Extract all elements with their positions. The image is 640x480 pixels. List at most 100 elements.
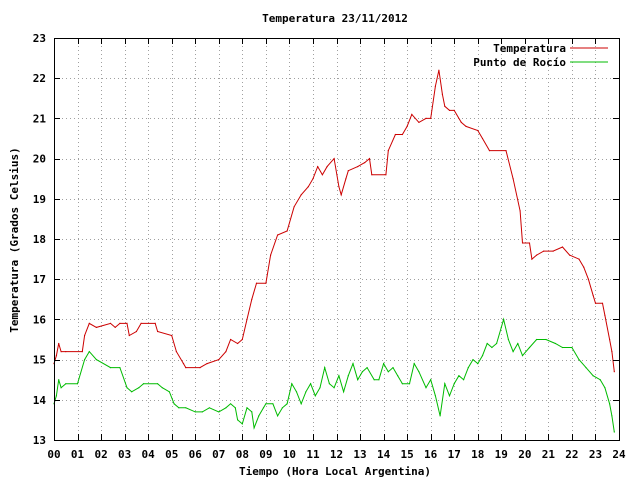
data-point-punto-de-rocio [208,407,210,409]
data-point-temperatura [609,338,611,341]
data-point-temperatura [225,351,227,353]
data-point-temperatura [286,230,288,232]
data-point-punto-de-rocio [463,379,465,381]
data-point-punto-de-rocio [507,338,509,341]
data-point-temperatura [481,137,484,140]
data-point-temperatura [338,186,340,188]
data-point-temperatura [531,258,533,260]
legend: Temperatura Punto de Rocío [473,42,608,69]
data-point-temperatura [65,351,67,353]
data-point-temperatura [604,314,606,316]
x-tick-label: 15 [401,448,414,461]
y-tick-label: 13 [33,434,46,447]
data-point-temperatura [425,117,427,119]
y-tick-label: 15 [33,354,46,367]
x-tick-label: 02 [94,448,107,461]
data-point-temperatura [434,85,436,87]
data-point-temperatura [411,113,413,115]
data-point-punto-de-rocio [272,403,274,405]
data-point-punto-de-rocio [281,407,283,409]
data-point-temperatura [317,166,319,168]
data-point-temperatura [528,242,531,244]
data-point-temperatura [84,334,86,337]
data-point-temperatura [460,121,462,123]
x-tick-label: 24 [612,448,626,461]
x-tick-label: 14 [377,448,391,461]
y-tick-label: 21 [33,112,47,125]
data-point-punto-de-rocio [357,379,359,381]
data-point-punto-de-rocio [55,395,58,397]
data-point-punto-de-rocio [295,391,298,393]
data-point-temperatura [594,302,597,304]
chart-title: Temperatura 23/11/2012 [262,12,408,25]
data-point-punto-de-rocio [430,379,432,381]
data-point-punto-de-rocio [338,375,340,377]
data-point-punto-de-rocio [300,403,302,405]
y-tick-label: 20 [33,153,46,166]
data-point-temperatura [477,129,479,132]
data-point-punto-de-rocio [310,383,312,385]
data-point-punto-de-rocio [291,383,293,385]
data-point-temperatura [543,250,545,252]
data-point-punto-de-rocio [343,391,345,393]
data-point-punto-de-rocio [458,375,460,377]
x-tick-label: 06 [189,448,203,461]
data-point-punto-de-rocio [448,395,451,397]
data-point-punto-de-rocio [178,407,180,409]
data-point-temperatura [536,254,538,256]
data-point-punto-de-rocio [578,359,580,361]
data-point-punto-de-rocio [60,387,62,389]
data-point-punto-de-rocio [119,367,121,369]
data-point-punto-de-rocio [585,367,587,369]
data-point-punto-de-rocio [383,363,385,365]
data-point-punto-de-rocio [613,431,615,433]
data-point-temperatura [406,125,408,127]
data-point-punto-de-rocio [472,359,474,361]
data-point-punto-de-rocio [265,403,267,405]
data-point-temperatura [255,282,258,284]
data-point-temperatura [601,302,604,304]
data-point-punto-de-rocio [491,346,493,349]
data-point-punto-de-rocio [161,387,163,389]
data-point-temperatura [418,121,420,123]
x-tick-label: 21 [542,448,556,461]
data-point-temperatura [444,105,446,107]
data-point-temperatura [321,174,323,176]
data-point-temperatura [128,334,130,337]
data-point-temperatura [265,282,267,284]
data-point-punto-de-rocio [347,375,349,377]
x-tick-label: 10 [283,448,296,461]
data-point-temperatura [55,355,58,357]
data-point-temperatura [611,351,613,353]
data-point-punto-de-rocio [554,342,557,345]
data-point-punto-de-rocio [604,387,606,389]
data-point-punto-de-rocio [58,379,60,381]
x-tick-label: 05 [165,448,178,461]
data-point-temperatura [345,178,347,180]
data-point-punto-de-rocio [512,351,514,353]
data-point-punto-de-rocio [314,395,316,397]
data-point-punto-de-rocio [237,419,239,421]
data-point-temperatura [270,254,272,256]
data-point-punto-de-rocio [611,415,613,417]
data-point-temperatura [488,150,491,152]
y-tick-label: 14 [33,394,47,407]
data-point-punto-de-rocio [65,383,67,385]
data-point-temperatura [251,298,253,300]
data-point-temperatura [88,322,90,324]
data-point-temperatura [347,170,349,172]
x-tick-label: 19 [495,448,508,461]
x-tick-label: 09 [259,448,272,461]
data-point-temperatura [241,338,243,341]
data-point-punto-de-rocio [439,415,441,417]
data-point-punto-de-rocio [545,338,547,341]
data-point-punto-de-rocio [234,407,236,409]
data-point-punto-de-rocio [571,346,573,349]
data-point-temperatura [371,174,373,176]
data-point-temperatura [154,322,156,324]
x-tick-label: 00 [47,448,60,461]
data-point-punto-de-rocio [413,363,415,365]
data-point-punto-de-rocio [453,383,455,385]
data-point-punto-de-rocio [477,363,479,365]
x-axis-label: Tiempo (Hora Local Argentina) [239,465,431,478]
